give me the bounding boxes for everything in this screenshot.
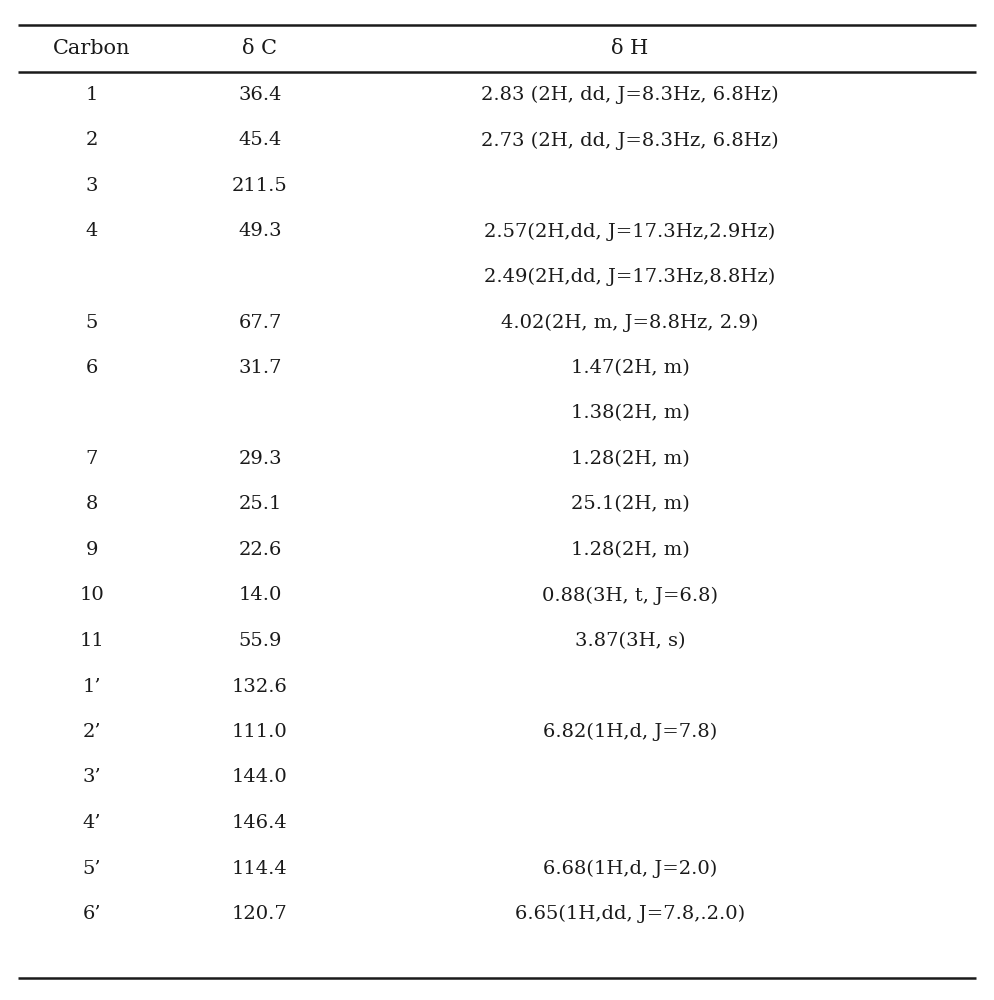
Text: 7: 7 bbox=[85, 450, 98, 468]
Text: 3: 3 bbox=[85, 177, 98, 195]
Text: 9: 9 bbox=[85, 541, 98, 559]
Text: 45.4: 45.4 bbox=[239, 131, 281, 149]
Text: 211.5: 211.5 bbox=[233, 177, 288, 195]
Text: 4: 4 bbox=[85, 223, 98, 240]
Text: 25.1(2H, m): 25.1(2H, m) bbox=[571, 495, 690, 513]
Text: 6: 6 bbox=[85, 359, 98, 377]
Text: 4.02(2H, m, J=8.8Hz, 2.9): 4.02(2H, m, J=8.8Hz, 2.9) bbox=[501, 313, 758, 332]
Text: Carbon: Carbon bbox=[54, 38, 131, 57]
Text: 6.82(1H,d, J=7.8): 6.82(1H,d, J=7.8) bbox=[543, 723, 717, 741]
Text: δ C: δ C bbox=[243, 38, 277, 57]
Text: 6.65(1H,dd, J=7.8,.2.0): 6.65(1H,dd, J=7.8,.2.0) bbox=[515, 905, 746, 923]
Text: 2.49(2H,dd, J=17.3Hz,8.8Hz): 2.49(2H,dd, J=17.3Hz,8.8Hz) bbox=[484, 268, 775, 286]
Text: 111.0: 111.0 bbox=[233, 723, 288, 741]
Text: 1.38(2H, m): 1.38(2H, m) bbox=[571, 404, 690, 422]
Text: 49.3: 49.3 bbox=[239, 223, 282, 240]
Text: 1.28(2H, m): 1.28(2H, m) bbox=[571, 450, 690, 468]
Text: 10: 10 bbox=[80, 586, 104, 604]
Text: 55.9: 55.9 bbox=[239, 632, 281, 650]
Text: 1.47(2H, m): 1.47(2H, m) bbox=[571, 359, 690, 377]
Text: 14.0: 14.0 bbox=[239, 586, 281, 604]
Text: 25.1: 25.1 bbox=[239, 495, 281, 513]
Text: 22.6: 22.6 bbox=[239, 541, 281, 559]
Text: 1.28(2H, m): 1.28(2H, m) bbox=[571, 541, 690, 559]
Text: 114.4: 114.4 bbox=[233, 859, 288, 878]
Text: 5’: 5’ bbox=[83, 859, 101, 878]
Text: 2: 2 bbox=[85, 131, 98, 149]
Text: 2.83 (2H, dd, J=8.3Hz, 6.8Hz): 2.83 (2H, dd, J=8.3Hz, 6.8Hz) bbox=[481, 86, 779, 104]
Text: 6’: 6’ bbox=[83, 905, 101, 923]
Text: 1: 1 bbox=[85, 86, 98, 104]
Text: 6.68(1H,d, J=2.0): 6.68(1H,d, J=2.0) bbox=[543, 859, 717, 878]
Text: 3.87(3H, s): 3.87(3H, s) bbox=[575, 632, 685, 650]
Text: 31.7: 31.7 bbox=[239, 359, 281, 377]
Text: 132.6: 132.6 bbox=[232, 678, 288, 696]
Text: 11: 11 bbox=[80, 632, 104, 650]
Text: 120.7: 120.7 bbox=[233, 905, 288, 923]
Text: 2’: 2’ bbox=[83, 723, 101, 741]
Text: 0.88(3H, t, J=6.8): 0.88(3H, t, J=6.8) bbox=[542, 586, 718, 605]
Text: 67.7: 67.7 bbox=[239, 314, 281, 332]
Text: 5: 5 bbox=[85, 314, 98, 332]
Text: 3’: 3’ bbox=[83, 768, 101, 786]
Text: 144.0: 144.0 bbox=[233, 768, 288, 786]
Text: 146.4: 146.4 bbox=[233, 814, 288, 832]
Text: δ H: δ H bbox=[611, 38, 649, 57]
Text: 36.4: 36.4 bbox=[239, 86, 281, 104]
Text: 4’: 4’ bbox=[83, 814, 101, 832]
Text: 2.73 (2H, dd, J=8.3Hz, 6.8Hz): 2.73 (2H, dd, J=8.3Hz, 6.8Hz) bbox=[481, 131, 779, 150]
Text: 29.3: 29.3 bbox=[239, 450, 282, 468]
Text: 2.57(2H,dd, J=17.3Hz,2.9Hz): 2.57(2H,dd, J=17.3Hz,2.9Hz) bbox=[484, 222, 775, 241]
Text: 8: 8 bbox=[85, 495, 98, 513]
Text: 1’: 1’ bbox=[83, 678, 101, 696]
